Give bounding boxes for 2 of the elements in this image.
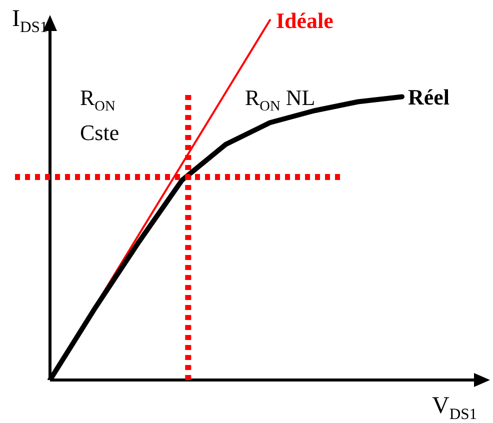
series-label: Réel <box>408 84 450 110</box>
series-label: Idéale <box>276 8 334 34</box>
